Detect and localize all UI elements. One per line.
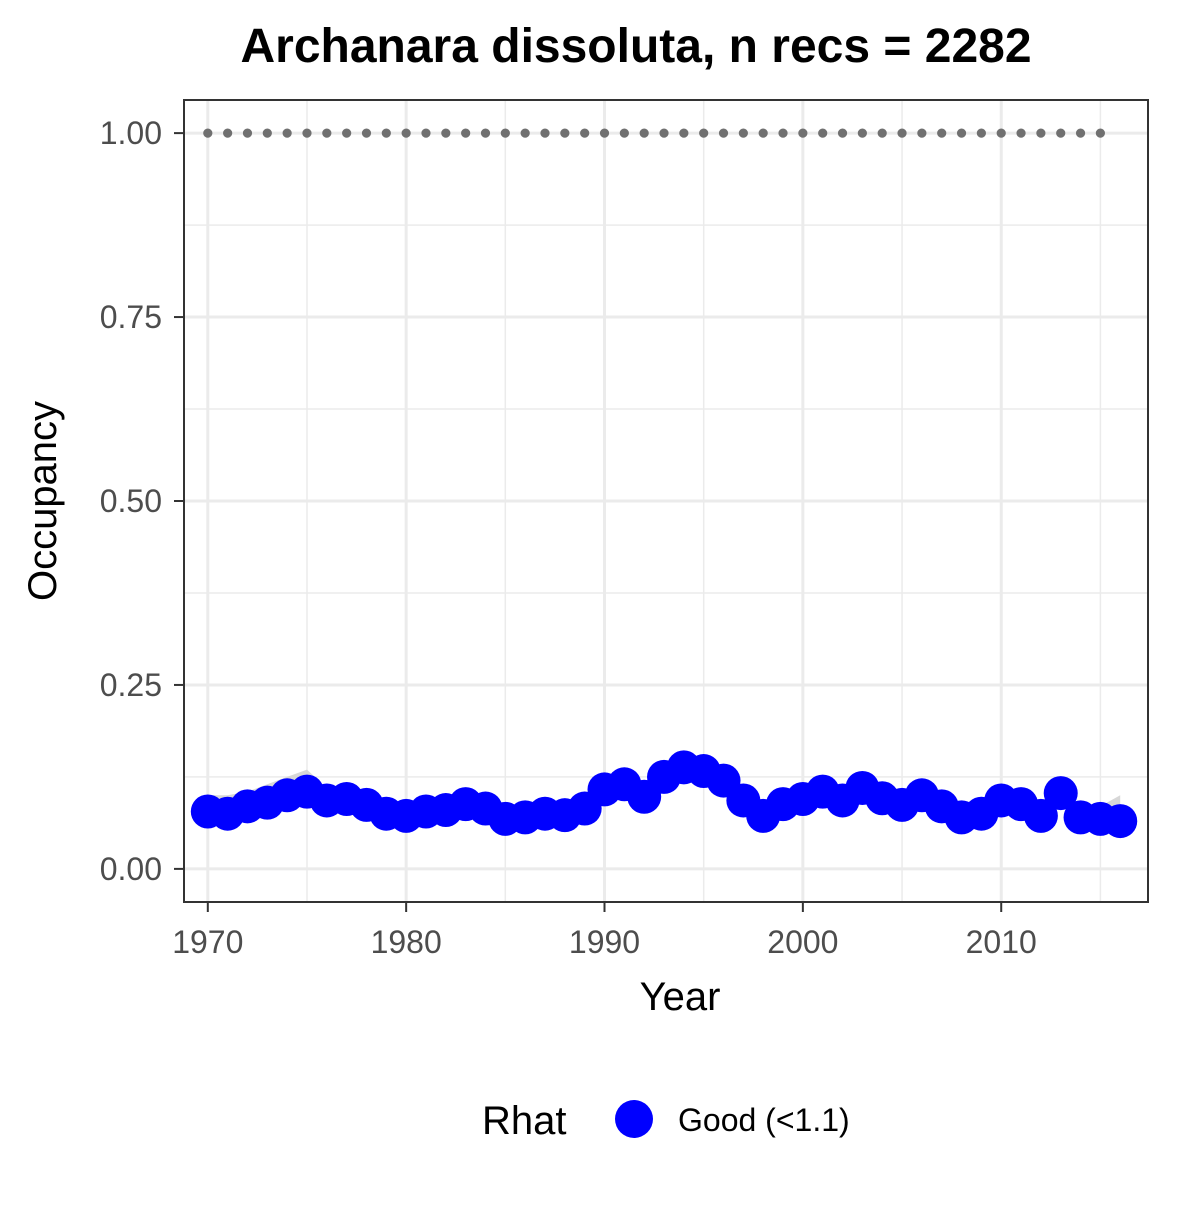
reference-dot — [242, 128, 253, 138]
legend: Rhat Good (<1.1) — [482, 1099, 850, 1143]
reference-dot — [401, 128, 411, 138]
reference-dot — [461, 128, 471, 138]
legend-title: Rhat — [482, 1099, 567, 1143]
data-point — [1023, 798, 1058, 833]
y-tick-label: 0.50 — [100, 483, 162, 519]
reference-dot — [560, 128, 570, 138]
reference-dot — [520, 128, 530, 138]
reference-dot — [1075, 128, 1086, 138]
reference-dot — [302, 128, 312, 138]
reference-dot — [381, 128, 391, 138]
reference-dot — [917, 128, 927, 138]
points-layer — [190, 750, 1138, 839]
reference-dot — [699, 128, 709, 138]
x-tick-label: 1980 — [371, 924, 442, 960]
reference-dot — [956, 128, 967, 138]
legend-key-good — [615, 1100, 653, 1138]
reference-dot — [421, 128, 431, 138]
reference-dot — [540, 128, 550, 138]
reference-dot — [857, 128, 867, 138]
reference-dot — [599, 128, 610, 138]
reference-dot — [500, 128, 510, 138]
reference-dot — [877, 128, 887, 138]
y-axis-title: Occupancy — [21, 401, 65, 601]
data-point — [1043, 776, 1078, 811]
reference-dot — [580, 128, 590, 138]
chart-title: Archanara dissoluta, n recs = 2282 — [240, 20, 1031, 73]
data-point — [1103, 804, 1138, 839]
reference-dot — [1036, 128, 1046, 138]
reference-dot — [778, 128, 788, 138]
reference-dot — [758, 128, 768, 138]
x-tick-label: 1990 — [569, 924, 640, 960]
reference-dot — [262, 128, 272, 138]
reference-dot — [1016, 128, 1026, 138]
x-axis-title: Year — [640, 975, 721, 1019]
x-tick-label: 1970 — [172, 924, 243, 960]
reference-dot — [679, 128, 689, 138]
reference-dot — [1056, 128, 1066, 138]
reference-dot — [837, 128, 848, 138]
reference-dot — [818, 128, 828, 138]
reference-dot — [282, 128, 292, 138]
y-tick-label: 0.25 — [100, 667, 162, 703]
reference-dot — [441, 128, 451, 138]
y-tick-label: 0.00 — [100, 851, 162, 887]
reference-dot — [996, 128, 1006, 138]
reference-dot — [223, 128, 233, 138]
reference-dot — [480, 128, 491, 138]
y-axis: 0.00 0.25 0.50 0.75 1.00 — [100, 115, 184, 887]
reference-dot — [798, 128, 808, 138]
reference-dot — [937, 128, 947, 138]
x-axis: 1970 1980 1990 2000 2010 — [172, 902, 1037, 960]
x-tick-label: 2010 — [966, 924, 1037, 960]
reference-dot — [639, 128, 649, 138]
legend-label-good: Good (<1.1) — [678, 1102, 850, 1138]
reference-dot — [619, 128, 629, 138]
reference-dot — [659, 128, 669, 138]
reference-dot — [897, 128, 907, 138]
reference-dot — [322, 128, 332, 138]
reference-dot — [976, 128, 986, 138]
reference-dot — [718, 128, 729, 138]
reference-line — [203, 128, 1105, 138]
reference-dot — [738, 128, 748, 138]
reference-dot — [361, 128, 372, 138]
reference-dot — [203, 128, 213, 138]
y-tick-label: 1.00 — [100, 115, 162, 151]
reference-dot — [342, 128, 352, 138]
x-tick-label: 2000 — [767, 924, 838, 960]
reference-dot — [1095, 128, 1105, 138]
y-tick-label: 0.75 — [100, 299, 162, 335]
